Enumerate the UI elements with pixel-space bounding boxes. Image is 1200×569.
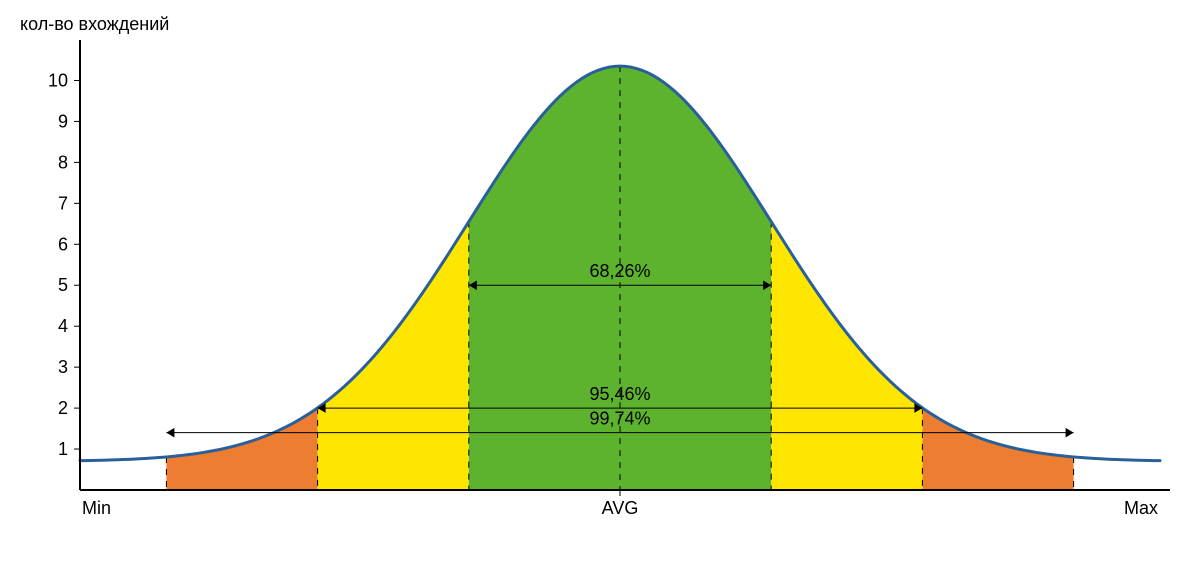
y-tick-label: 2 bbox=[58, 398, 68, 418]
y-tick-label: 1 bbox=[58, 439, 68, 459]
y-axis-title: кол-во вхождений bbox=[20, 14, 169, 34]
span-68-label: 68,26% bbox=[589, 261, 650, 281]
y-tick-label: 6 bbox=[58, 234, 68, 254]
y-tick-label: 7 bbox=[58, 193, 68, 213]
chart-container: 1 2 3 4 5 6 7 8 9 10 кол-во вхождений Min AVG Max 68,2… bbox=[0, 0, 1200, 569]
y-tick-label: 9 bbox=[58, 111, 68, 131]
y-tick-label: 5 bbox=[58, 275, 68, 295]
x-label-max: Max bbox=[1124, 498, 1158, 518]
x-label-min: Min bbox=[82, 498, 111, 518]
region-2sigma-right bbox=[771, 222, 922, 490]
x-label-avg: AVG bbox=[602, 498, 639, 518]
region-3sigma-right bbox=[922, 408, 1073, 490]
span-95-label: 95,46% bbox=[589, 384, 650, 404]
y-tick-label: 4 bbox=[58, 316, 68, 336]
y-tick-label: 10 bbox=[48, 70, 68, 90]
y-tick-label: 8 bbox=[58, 152, 68, 172]
y-tick-label: 3 bbox=[58, 357, 68, 377]
span-99-label: 99,74% bbox=[589, 409, 650, 429]
region-3sigma-left bbox=[166, 408, 317, 490]
bell-curve-chart: 1 2 3 4 5 6 7 8 9 10 кол-во вхождений Min AVG Max 68,2… bbox=[0, 0, 1200, 569]
region-2sigma-left bbox=[318, 222, 469, 490]
